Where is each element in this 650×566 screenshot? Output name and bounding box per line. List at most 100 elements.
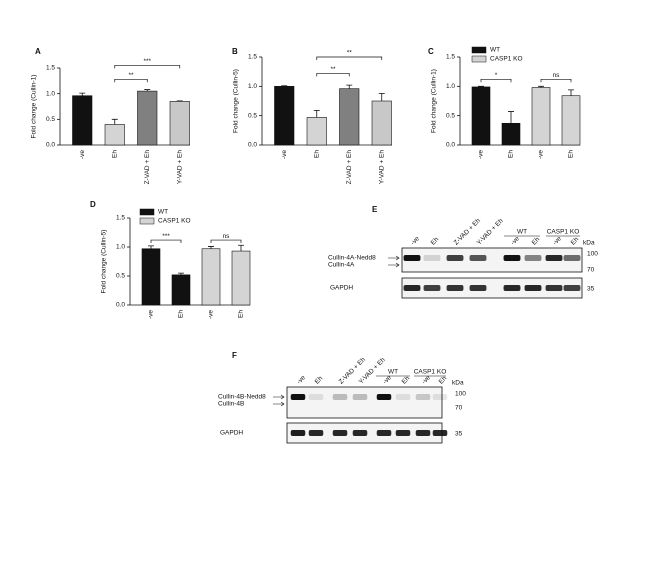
significance-bracket — [480, 78, 512, 83]
group-label: CASP1 KO — [547, 229, 580, 236]
bar — [171, 274, 191, 306]
lane-label: -ve — [552, 235, 564, 247]
band-arrow — [388, 255, 400, 261]
group-label: WT — [517, 229, 527, 236]
y-tick-label: 1.0 — [46, 90, 55, 97]
band — [432, 394, 448, 400]
y-axis-label: Fold change (Cullin-1) — [31, 75, 38, 139]
x-tick-label: Eh — [568, 150, 575, 158]
legend-swatch — [139, 217, 155, 225]
marker-label: 35 — [455, 431, 463, 438]
band-label: Cullin-4A — [328, 262, 355, 269]
lane-label: Eh — [401, 375, 412, 386]
blot-frame — [401, 277, 583, 299]
band — [415, 430, 431, 436]
x-tick-label: Y-VAD + Eh — [176, 150, 183, 185]
band — [446, 285, 464, 291]
error-bar — [538, 85, 544, 88]
marker-label: 70 — [587, 267, 595, 274]
significance-label: *** — [143, 58, 151, 65]
marker-label: 100 — [587, 251, 598, 258]
lane-label: -ve — [421, 374, 433, 386]
band — [403, 285, 421, 291]
band — [469, 285, 487, 291]
band — [395, 394, 411, 400]
band — [290, 394, 306, 400]
error-bar — [178, 272, 184, 275]
blot-frame — [286, 386, 443, 419]
lane-label: Eh — [430, 236, 441, 247]
band — [503, 285, 521, 291]
y-axis-label: Fold change (Cullin-1) — [431, 69, 438, 133]
error-bar — [176, 100, 183, 102]
band — [563, 285, 581, 291]
panel-label: B — [232, 47, 238, 56]
y-tick-label: 0.0 — [248, 142, 257, 149]
panel-label: D — [90, 200, 96, 209]
y-tick-label: 0.5 — [446, 112, 455, 119]
error-bar — [568, 89, 574, 96]
x-tick-label: -ve — [478, 150, 485, 159]
legend-label: WT — [158, 209, 168, 216]
error-bar — [238, 244, 244, 252]
error-bar — [144, 89, 151, 92]
legend-label: CASP1 KO — [490, 56, 523, 63]
significance-bracket — [150, 239, 182, 244]
bar — [72, 95, 93, 146]
bar — [141, 248, 161, 306]
band — [545, 255, 563, 261]
band — [469, 255, 487, 261]
y-tick-label: 0.0 — [46, 142, 55, 149]
bar — [471, 86, 491, 146]
band — [332, 430, 348, 436]
bar — [501, 122, 521, 146]
legend-swatch — [139, 208, 155, 216]
band — [563, 255, 581, 261]
error-bar — [378, 92, 385, 101]
significance-bracket — [114, 65, 181, 69]
x-tick-label: -ve — [79, 150, 86, 159]
lane-label: Eh — [570, 236, 581, 247]
band — [308, 394, 324, 400]
error-bar — [346, 84, 353, 89]
bar — [274, 86, 295, 146]
band — [503, 255, 521, 261]
bar — [137, 90, 158, 146]
band — [332, 394, 348, 400]
y-tick-label: 1.5 — [248, 54, 257, 61]
error-bar — [208, 246, 214, 249]
significance-label: ** — [128, 72, 134, 79]
bar — [339, 88, 360, 146]
band-label: Cullin-4B-Nedd8 — [218, 394, 266, 401]
bar — [561, 95, 581, 146]
panel-label: E — [372, 205, 378, 214]
band — [376, 430, 392, 436]
y-axis-label: Fold change (Cullin-5) — [233, 69, 240, 133]
x-tick-label: -ve — [538, 150, 545, 159]
band — [446, 255, 464, 261]
x-tick-label: -ve — [208, 310, 215, 319]
band — [524, 285, 542, 291]
legend-swatch — [471, 55, 487, 63]
lane-label: -ve — [510, 235, 522, 247]
lane-label: -ve — [410, 235, 422, 247]
x-tick-label: Y-VAD + Eh — [378, 150, 385, 185]
band-arrow — [273, 394, 285, 400]
y-axis-label: Fold change (Cullin-5) — [101, 230, 108, 294]
y-tick-label: 0.0 — [446, 142, 455, 149]
significance-bracket — [316, 56, 383, 60]
band — [395, 430, 411, 436]
band-arrow — [388, 262, 400, 268]
legend-label: WT — [490, 47, 500, 54]
error-bar — [148, 245, 154, 249]
significance-bracket — [540, 78, 572, 83]
x-tick-label: Eh — [508, 150, 515, 158]
band — [415, 394, 431, 400]
band — [423, 285, 441, 291]
significance-bracket — [210, 239, 242, 244]
panel-label: A — [35, 47, 41, 56]
band — [432, 430, 448, 436]
band-arrow — [273, 401, 285, 407]
bar — [371, 100, 392, 146]
